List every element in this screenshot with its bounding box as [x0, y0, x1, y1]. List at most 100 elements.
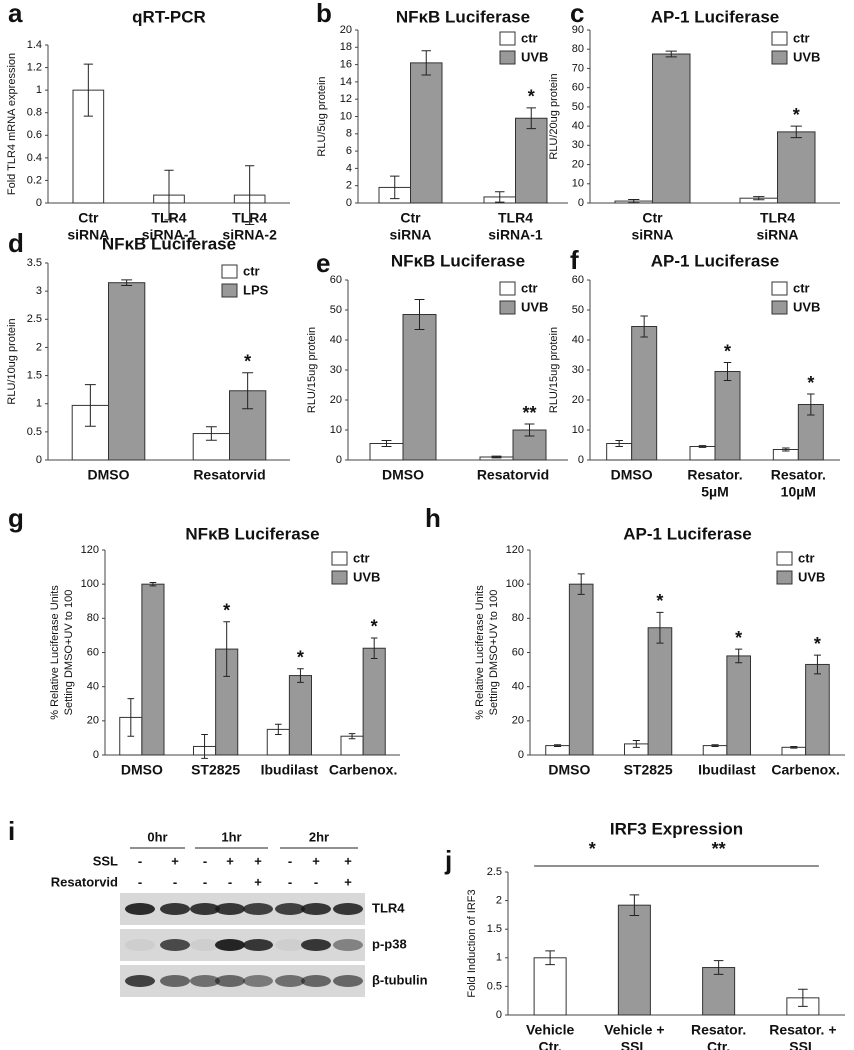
- legend-label: LPS: [243, 282, 269, 297]
- y-tick-label: 1.2: [27, 61, 42, 73]
- row-label: SSL: [93, 853, 118, 868]
- bar: [410, 62, 443, 204]
- bar: [702, 745, 728, 756]
- error-bar: [615, 440, 623, 447]
- y-tick-label: 0.2: [27, 174, 42, 186]
- y-tick-label: 70: [572, 62, 584, 74]
- y-tick-label: 2.5: [27, 313, 42, 325]
- y-tick-label: 1: [36, 84, 42, 96]
- x-tick-label: 5µM: [701, 484, 729, 500]
- panel-letter: d: [8, 228, 24, 258]
- y-axis-label: % Relative Luciferase Units: [49, 585, 61, 720]
- error-bar: [297, 668, 304, 683]
- chart-title: AP-1 Luciferase: [651, 7, 780, 26]
- legend-label: UVB: [793, 299, 820, 314]
- x-tick-label: siRNA-1: [488, 227, 543, 243]
- y-tick-label: 20: [572, 394, 584, 406]
- significance: *: [223, 601, 230, 621]
- error-bar: [577, 573, 585, 595]
- x-tick-label: Resator.: [687, 467, 742, 483]
- treatment-sign: -: [314, 874, 318, 889]
- blot-band: [333, 939, 363, 951]
- x-tick-label: DMSO: [611, 467, 653, 483]
- x-tick-label: Resator.: [771, 467, 826, 483]
- y-tick-label: 20: [340, 24, 352, 36]
- treatment-sign: +: [171, 853, 179, 868]
- y-tick-label: 0: [36, 454, 42, 466]
- legend-swatch: [221, 283, 238, 298]
- error-bar: [390, 175, 400, 200]
- y-tick-label: 120: [506, 544, 524, 556]
- error-bar: [245, 165, 255, 225]
- x-tick-label: Ctr: [78, 210, 99, 226]
- y-tick-label: 90: [572, 24, 584, 36]
- y-tick-label: 60: [572, 274, 584, 286]
- error-bar: [790, 745, 798, 749]
- y-tick-label: 10: [330, 424, 342, 436]
- treatment-sign: -: [173, 874, 177, 889]
- y-tick-label: 2: [496, 895, 502, 907]
- x-tick-label: siRNA: [389, 227, 431, 243]
- y-tick-label: 0: [578, 454, 584, 466]
- y-tick-label: 20: [87, 715, 99, 727]
- error-bar: [632, 739, 640, 748]
- blot-band: [301, 939, 331, 951]
- panel-letter: g: [8, 503, 24, 533]
- y-tick-label: 20: [512, 715, 524, 727]
- error-bar: [640, 315, 648, 338]
- error-bar: [753, 196, 765, 201]
- error-bar: [121, 279, 133, 287]
- significance: *: [724, 341, 731, 361]
- panel-letter: c: [570, 0, 584, 28]
- treatment-sign: +: [254, 874, 262, 889]
- blot-band: [301, 975, 331, 987]
- error-bar: [735, 648, 743, 664]
- legend-label: ctr: [521, 280, 538, 295]
- y-tick-label: 20: [572, 158, 584, 170]
- bar: [631, 326, 658, 461]
- y-tick-label: 4: [346, 162, 352, 174]
- y-tick-label: 40: [87, 681, 99, 693]
- x-tick-label: ST2825: [624, 762, 673, 778]
- bar: [777, 131, 816, 204]
- y-tick-label: 60: [512, 646, 524, 658]
- legend-swatch: [499, 50, 516, 65]
- band-label: TLR4: [372, 900, 405, 915]
- treatment-sign: -: [138, 874, 142, 889]
- treatment-sign: -: [138, 853, 142, 868]
- error-bar: [526, 107, 536, 130]
- legend-label: ctr: [521, 30, 538, 45]
- error-bar: [782, 447, 790, 452]
- significance: *: [793, 105, 800, 125]
- error-bar: [545, 950, 555, 966]
- blot-band: [125, 903, 155, 915]
- treatment-sign: +: [226, 853, 234, 868]
- legend-swatch: [771, 281, 788, 296]
- error-bar: [274, 723, 282, 735]
- legend-label: UVB: [798, 569, 825, 584]
- y-tick-label: 30: [572, 364, 584, 376]
- y-axis-label: Setting DMSO+UV to 100: [488, 590, 500, 716]
- legend-label: ctr: [793, 30, 810, 45]
- error-bar: [665, 50, 677, 58]
- panel-letter: e: [316, 248, 330, 278]
- significance: *: [371, 617, 378, 637]
- treatment-sign: -: [228, 874, 232, 889]
- chart-title: AP-1 Luciferase: [651, 251, 780, 270]
- y-tick-label: 60: [572, 82, 584, 94]
- y-tick-label: 30: [572, 139, 584, 151]
- significance: *: [297, 647, 304, 667]
- y-axis-label: Fold TLR4 mRNA expression: [6, 53, 18, 195]
- y-tick-label: 10: [572, 424, 584, 436]
- error-bar: [242, 372, 254, 410]
- x-tick-label: Ctr: [642, 210, 663, 226]
- y-tick-label: 1: [36, 398, 42, 410]
- error-bar: [813, 654, 821, 675]
- legend-swatch: [771, 31, 788, 46]
- error-bar: [84, 384, 96, 427]
- blot-band: [215, 975, 245, 987]
- y-tick-label: 80: [512, 612, 524, 624]
- y-tick-label: 0: [578, 197, 584, 209]
- x-tick-label: Carbenox.: [771, 762, 839, 778]
